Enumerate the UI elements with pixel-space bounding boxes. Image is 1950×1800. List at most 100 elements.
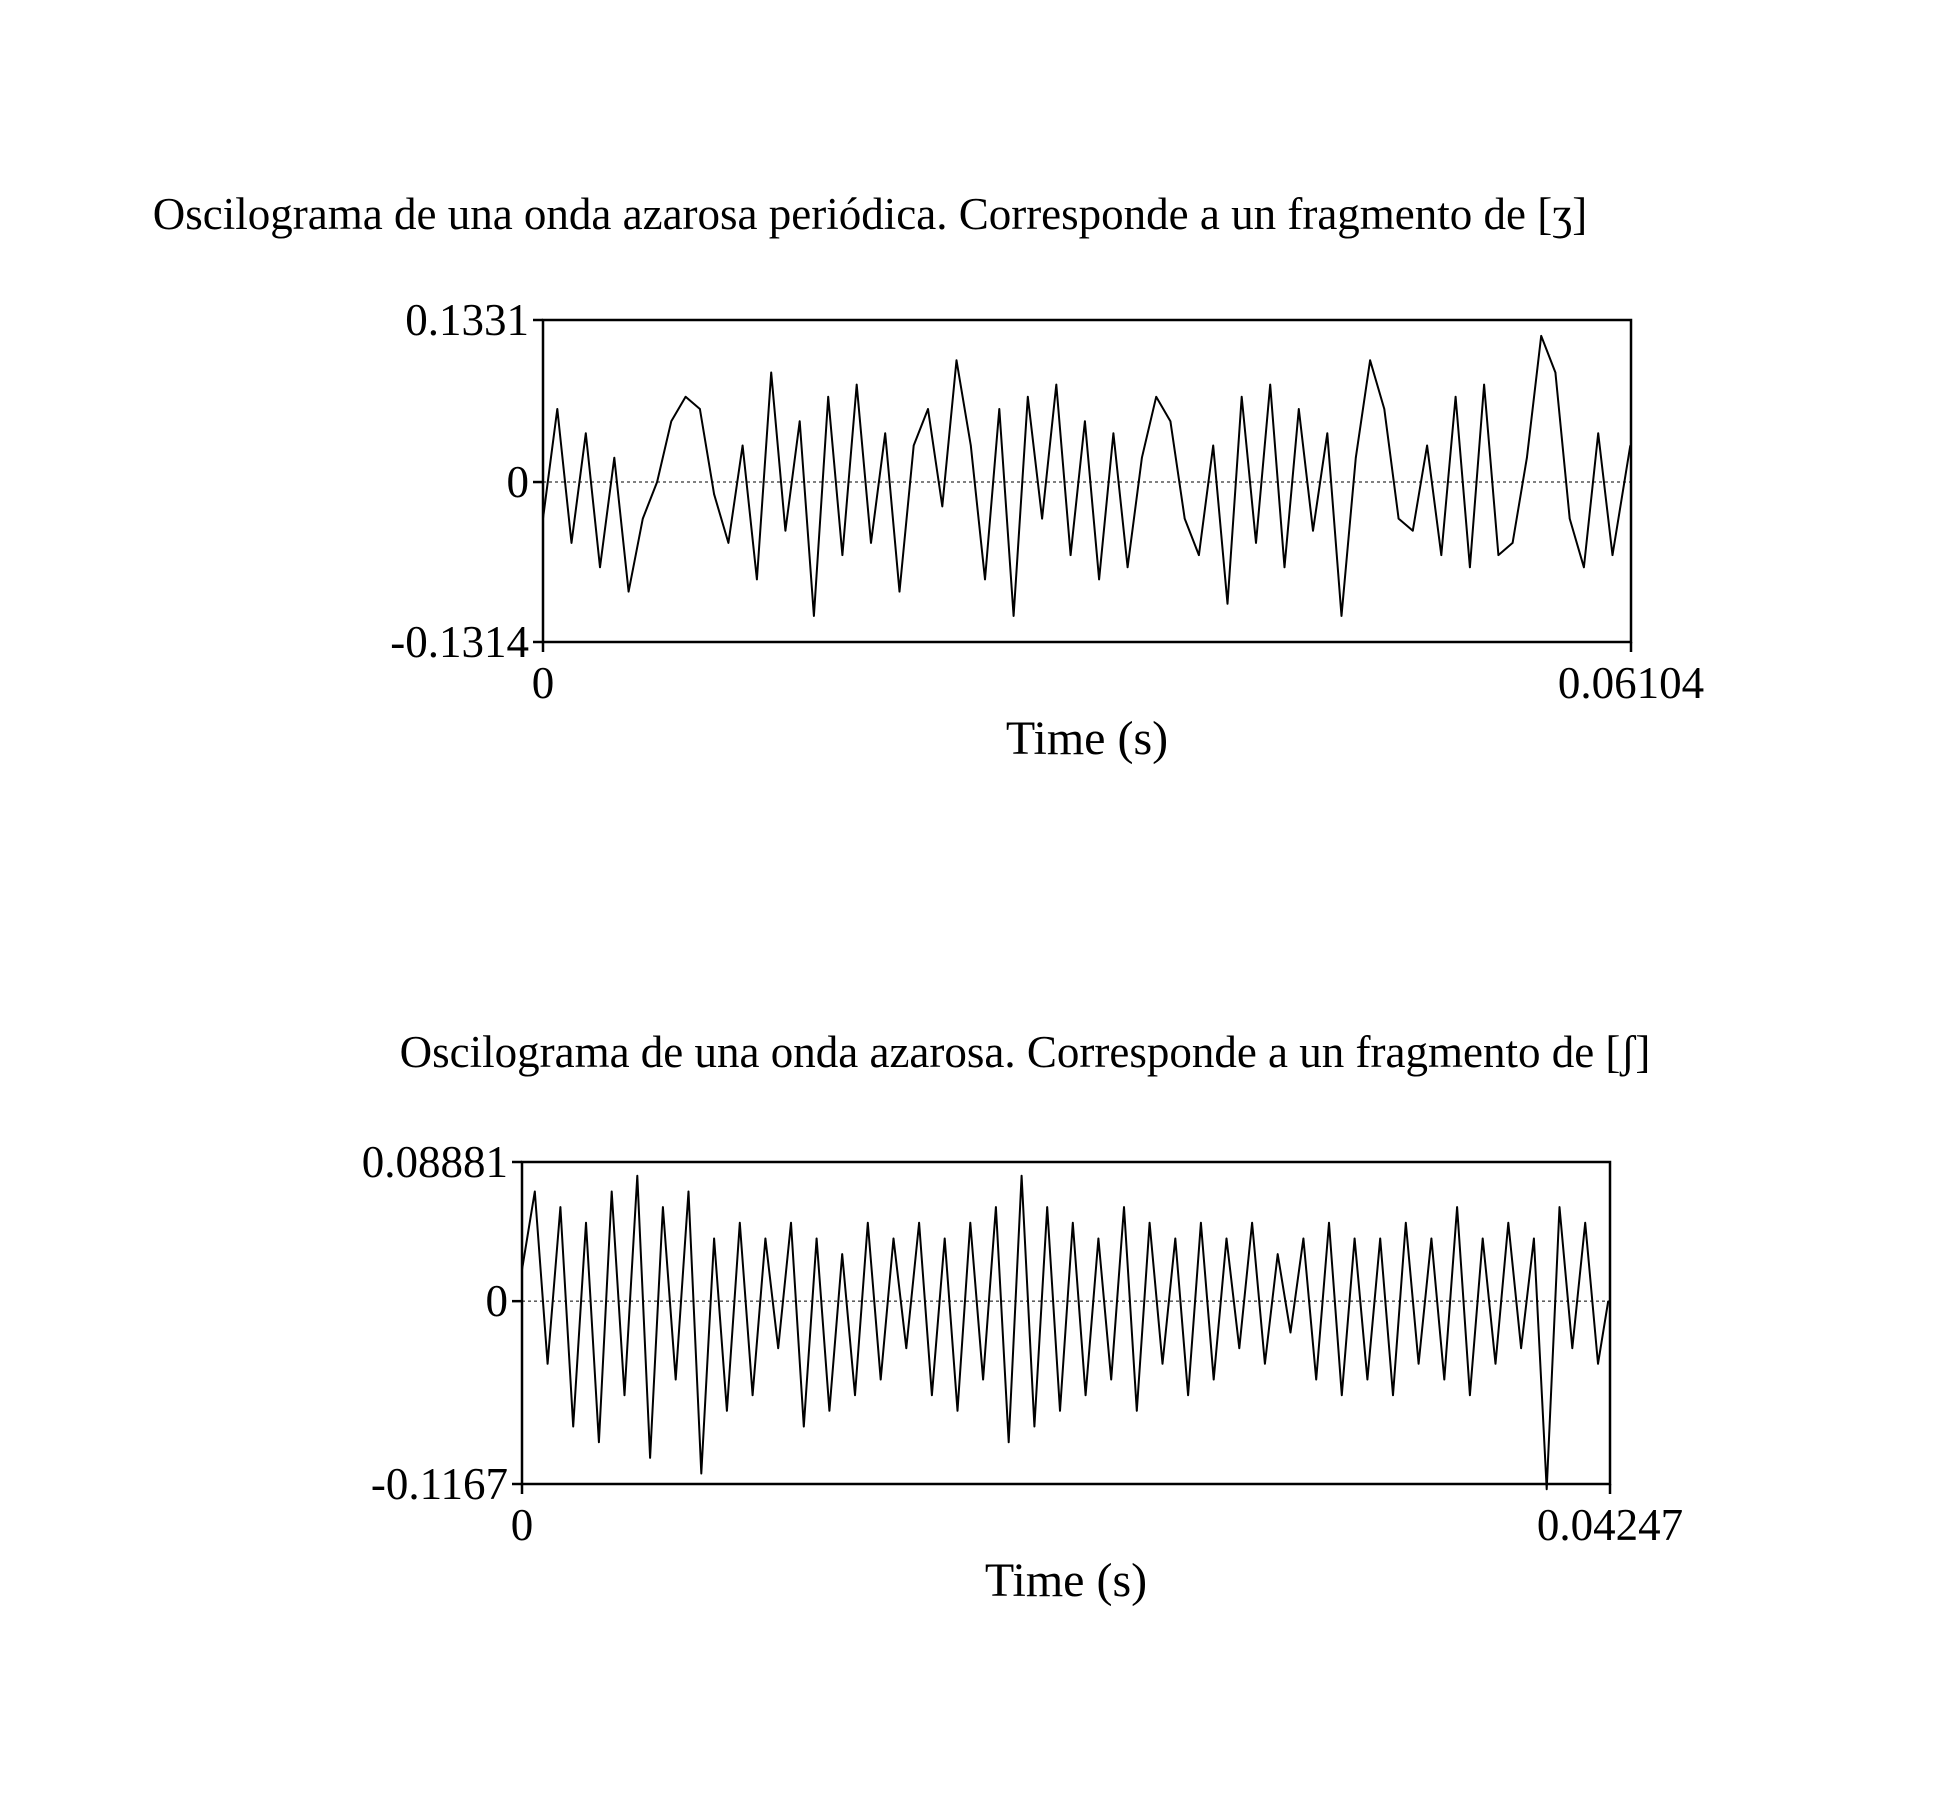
chart-2-sample-point [1315, 1378, 1317, 1381]
chart-1-sample-point [1369, 359, 1371, 362]
chart-1-sample-point [1568, 517, 1571, 520]
chart-2-sample-point [1494, 1363, 1497, 1365]
chart-1-sample-point [1069, 554, 1072, 556]
chart-1-sample-point [1141, 456, 1143, 459]
chart-2-sample-point [636, 1175, 639, 1177]
chart-1-sample-point [627, 590, 630, 593]
chart-2-sample-point [1251, 1222, 1253, 1224]
chart-1-sample-point [1183, 517, 1186, 520]
chart-1-sample-point [884, 432, 886, 435]
chart-1-x-tick-start: 0 [532, 658, 555, 708]
chart-1-sample-point [1469, 566, 1471, 569]
chart-2-sample-point [1097, 1237, 1100, 1240]
chart-2-sample-point [931, 1394, 933, 1396]
chart-1-sample-point [1397, 517, 1400, 520]
chart-2-sample-point [841, 1253, 843, 1255]
chart-2-sample-point [1059, 1410, 1061, 1412]
chart-1-sample-point [670, 420, 673, 423]
chart-2-sample-point [790, 1222, 792, 1224]
chart-2-sample-point [1148, 1222, 1151, 1224]
chart-2-ticks [512, 1160, 1612, 1494]
chart-2-sample-point [546, 1363, 549, 1365]
chart-2-sample-point [610, 1190, 613, 1193]
chart-1-sample-point [1483, 383, 1485, 386]
chart-1-sample-point [1155, 396, 1157, 398]
chart-1-sample-point [1526, 456, 1528, 459]
chart-1-sample-point [841, 554, 844, 556]
chart-2-sample-point [1033, 1425, 1036, 1428]
chart-2-sample-point [739, 1222, 741, 1224]
chart-2-sample-point [623, 1394, 626, 1396]
chart-2-sample-point [1007, 1441, 1010, 1443]
chart-1-sample-point [1298, 408, 1300, 410]
chart-2-sample-point [1328, 1222, 1330, 1224]
chart-1-sample-point [1012, 615, 1015, 617]
chart-2-sample-point [1469, 1394, 1471, 1396]
chart-2-sample-point [534, 1190, 536, 1193]
chart-2-sample-point [662, 1206, 664, 1208]
chart-2-sample-point [1020, 1175, 1023, 1177]
chart-1-sample-point [585, 432, 587, 435]
chart-1-sample-point [1611, 554, 1614, 556]
chart-2-sample-point [1379, 1237, 1381, 1240]
chart-1-sample-point [1098, 578, 1100, 581]
chart-1-x-tick-end: 0.06104 [1558, 658, 1704, 708]
chart-2-sample-point [585, 1222, 587, 1224]
chart-2-sample-point [1046, 1206, 1048, 1208]
chart-2-sample-point [700, 1472, 703, 1475]
chart-1-waveform-group [542, 334, 1632, 617]
chart-1-sample-point [1126, 566, 1129, 569]
chart-2-sample-point [649, 1457, 651, 1459]
chart-2-sample-point [687, 1190, 690, 1193]
chart-2-sample-point [1225, 1237, 1228, 1240]
chart-2-x-axis-label: Time (s) [985, 1554, 1147, 1607]
chart-2-sample-point [1571, 1347, 1574, 1349]
chart-2-sample-point [1072, 1222, 1074, 1224]
chart-2-sample-point [905, 1347, 908, 1349]
chart-2-sample-point [1136, 1410, 1138, 1412]
chart-2-plot-frame [520, 1160, 1612, 1486]
chart-2-sample-point [803, 1425, 805, 1428]
chart-2-sample-point [1430, 1237, 1433, 1240]
chart-2-sample-point [1607, 1300, 1609, 1302]
chart-1-sample-point [870, 542, 872, 544]
chart-1-y-tick-bottom: -0.1314 [390, 617, 529, 667]
chart-2-sample-point [815, 1237, 818, 1240]
chart-1-sample-point [1240, 396, 1243, 398]
chart-2-sample-point [1200, 1222, 1202, 1224]
chart-1-sample-point [927, 408, 929, 410]
chart-2-sample-point [777, 1347, 779, 1349]
chart-1-sample-point [642, 517, 644, 520]
chart-2-sample-point [559, 1206, 562, 1208]
chart-1-sample-point [998, 408, 1001, 410]
chart-1-sample-point [1440, 554, 1443, 556]
chart-2-sample-point [1161, 1363, 1164, 1365]
chart-1-sample-point [599, 566, 601, 569]
chart-1-sample-point [1412, 529, 1414, 532]
chart-1-sample-point [1340, 615, 1343, 617]
chart-1-sample-point [1326, 432, 1329, 435]
chart-2-sample-point [726, 1410, 728, 1412]
chart-1-sample-point [1497, 554, 1500, 556]
chart-2-sample-point [867, 1222, 869, 1224]
chart-1: 0.1331 0 -0.1314 0 0.06104 Time (s) [390, 295, 1704, 765]
chart-1-sample-point [727, 542, 730, 544]
chart-2-sample-point [854, 1394, 856, 1396]
chart-2-sample-point [764, 1237, 767, 1240]
chart-2-sample-point [1584, 1222, 1586, 1224]
chart-1-sample-point [770, 371, 772, 374]
chart-1-sample-point [713, 493, 715, 496]
chart-2-sample-point [1187, 1394, 1189, 1396]
chart-2-sample-point [1276, 1253, 1279, 1255]
chart-1-sample-point [970, 444, 972, 447]
chart-2-sample-point [1417, 1363, 1420, 1365]
chart-2-sample-point [1533, 1237, 1535, 1240]
chart-2-sample-point [1597, 1363, 1599, 1365]
chart-1-sample-point [798, 420, 801, 423]
chart-2-sample-point [982, 1378, 984, 1381]
chart-2-sample-point [1289, 1331, 1292, 1334]
chart-1-sample-point [1383, 408, 1386, 410]
chart-2-y-tick-zero: 0 [486, 1276, 509, 1326]
chart-2-sample-point [956, 1410, 959, 1412]
